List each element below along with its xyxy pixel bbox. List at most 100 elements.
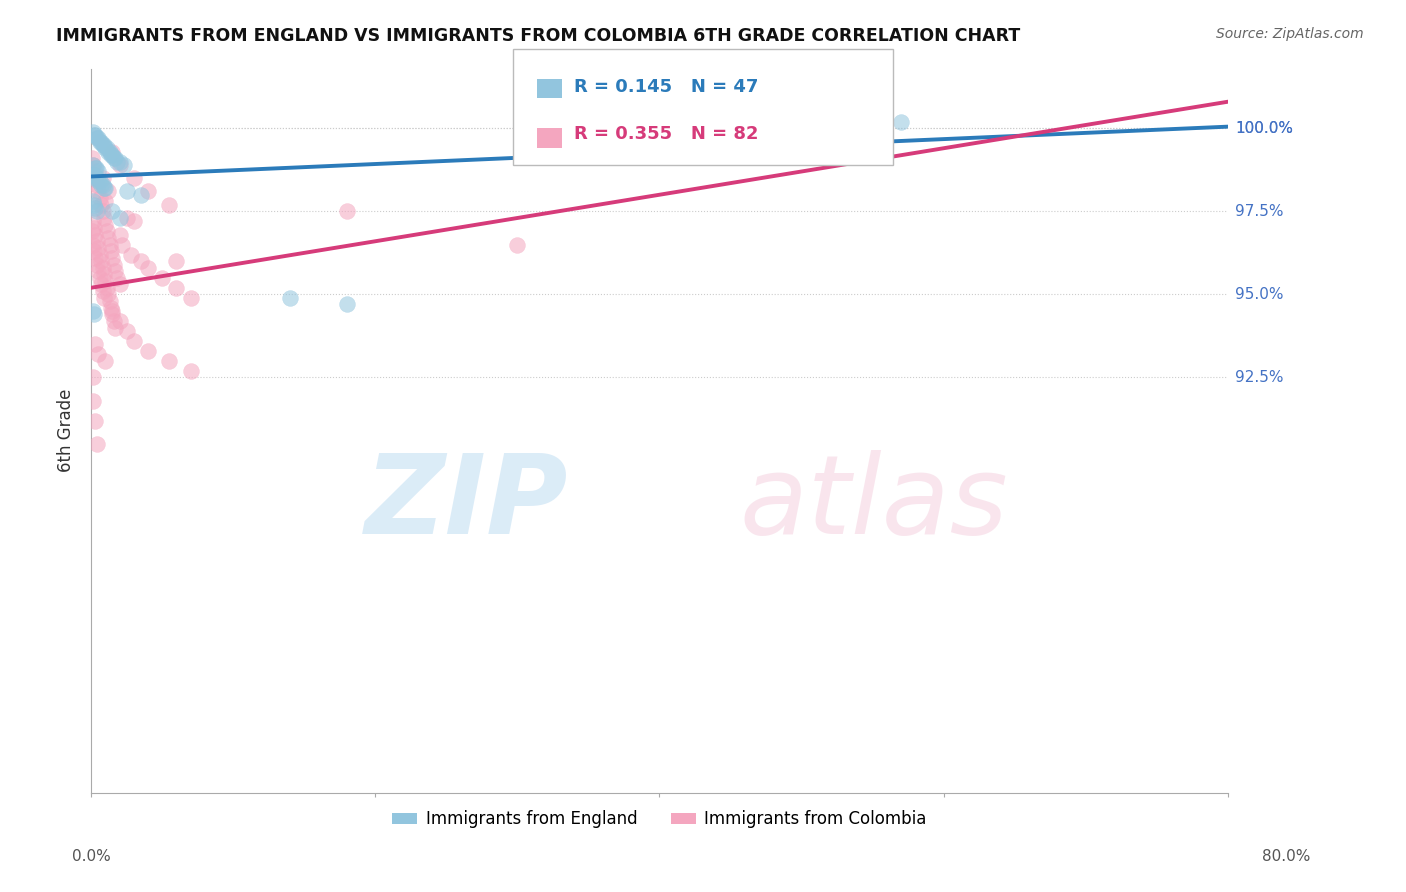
- Point: [83, 161, 105, 176]
- Point: [890, 114, 912, 128]
- Point: [87, 241, 110, 255]
- Point: [101, 204, 124, 219]
- Point: [94, 354, 117, 368]
- Text: 95.0%: 95.0%: [1234, 287, 1284, 301]
- Point: [87, 131, 110, 145]
- Point: [84, 414, 107, 428]
- Point: [94, 141, 117, 155]
- Point: [82, 194, 104, 209]
- Point: [108, 154, 131, 169]
- Point: [84, 337, 107, 351]
- Point: [80, 224, 103, 238]
- Point: [86, 437, 108, 451]
- Point: [82, 214, 104, 228]
- Point: [115, 185, 138, 199]
- Point: [93, 291, 115, 305]
- Point: [136, 260, 159, 275]
- Text: Source: ZipAtlas.com: Source: ZipAtlas.com: [1216, 27, 1364, 41]
- Point: [336, 204, 359, 219]
- Text: 97.5%: 97.5%: [1234, 204, 1284, 219]
- Point: [86, 164, 108, 178]
- Point: [104, 151, 127, 165]
- Point: [108, 277, 131, 292]
- Text: IMMIGRANTS FROM ENGLAND VS IMMIGRANTS FROM COLOMBIA 6TH GRADE CORRELATION CHART: IMMIGRANTS FROM ENGLAND VS IMMIGRANTS FR…: [56, 27, 1021, 45]
- Point: [111, 237, 134, 252]
- Point: [84, 171, 107, 186]
- Point: [93, 211, 115, 225]
- Point: [93, 137, 115, 152]
- Point: [104, 264, 127, 278]
- Point: [87, 264, 110, 278]
- Point: [108, 314, 131, 328]
- Point: [91, 284, 114, 298]
- Point: [108, 227, 131, 242]
- Point: [89, 135, 111, 149]
- Text: R = 0.355   N = 82: R = 0.355 N = 82: [574, 125, 758, 143]
- Text: 0.0%: 0.0%: [72, 849, 111, 863]
- Point: [87, 174, 110, 188]
- Point: [157, 354, 180, 368]
- Point: [90, 178, 112, 192]
- Point: [112, 158, 135, 172]
- Point: [82, 370, 104, 384]
- Point: [80, 151, 103, 165]
- Point: [103, 151, 125, 165]
- Point: [82, 158, 104, 172]
- Point: [84, 201, 107, 215]
- Point: [86, 204, 108, 219]
- Point: [90, 197, 112, 211]
- Point: [89, 270, 111, 285]
- Point: [87, 185, 110, 199]
- Point: [89, 174, 111, 188]
- Point: [97, 231, 120, 245]
- Point: [83, 197, 105, 211]
- Point: [82, 158, 104, 172]
- Point: [122, 171, 145, 186]
- Point: [89, 191, 111, 205]
- Point: [86, 258, 108, 272]
- Point: [82, 304, 104, 318]
- Point: [136, 343, 159, 358]
- Point: [97, 185, 120, 199]
- Point: [115, 211, 138, 225]
- Point: [83, 244, 105, 259]
- Point: [91, 178, 114, 192]
- Point: [94, 218, 117, 232]
- Point: [103, 314, 125, 328]
- Point: [105, 270, 128, 285]
- Text: atlas: atlas: [740, 450, 1008, 557]
- Point: [83, 164, 105, 178]
- Point: [98, 293, 121, 308]
- Point: [86, 131, 108, 145]
- Point: [91, 260, 114, 275]
- Point: [90, 135, 112, 149]
- Point: [103, 258, 125, 272]
- Point: [82, 237, 104, 252]
- Legend: Immigrants from England, Immigrants from Colombia: Immigrants from England, Immigrants from…: [385, 804, 934, 835]
- Point: [96, 281, 118, 295]
- Point: [84, 171, 107, 186]
- Point: [84, 227, 107, 242]
- Text: R = 0.145   N = 47: R = 0.145 N = 47: [574, 78, 758, 95]
- Point: [97, 287, 120, 301]
- Point: [91, 137, 114, 152]
- Point: [98, 145, 121, 159]
- Point: [90, 277, 112, 292]
- Point: [129, 187, 152, 202]
- Point: [90, 254, 112, 268]
- Point: [82, 393, 104, 408]
- Point: [165, 281, 187, 295]
- Point: [86, 171, 108, 186]
- Point: [165, 254, 187, 268]
- Point: [101, 251, 124, 265]
- Point: [101, 148, 124, 162]
- Point: [94, 194, 117, 209]
- Point: [101, 145, 124, 159]
- Point: [101, 304, 124, 318]
- Text: 80.0%: 80.0%: [1263, 849, 1310, 863]
- Point: [506, 237, 529, 252]
- Point: [150, 270, 173, 285]
- Point: [91, 204, 114, 219]
- Point: [100, 301, 122, 315]
- Point: [83, 221, 105, 235]
